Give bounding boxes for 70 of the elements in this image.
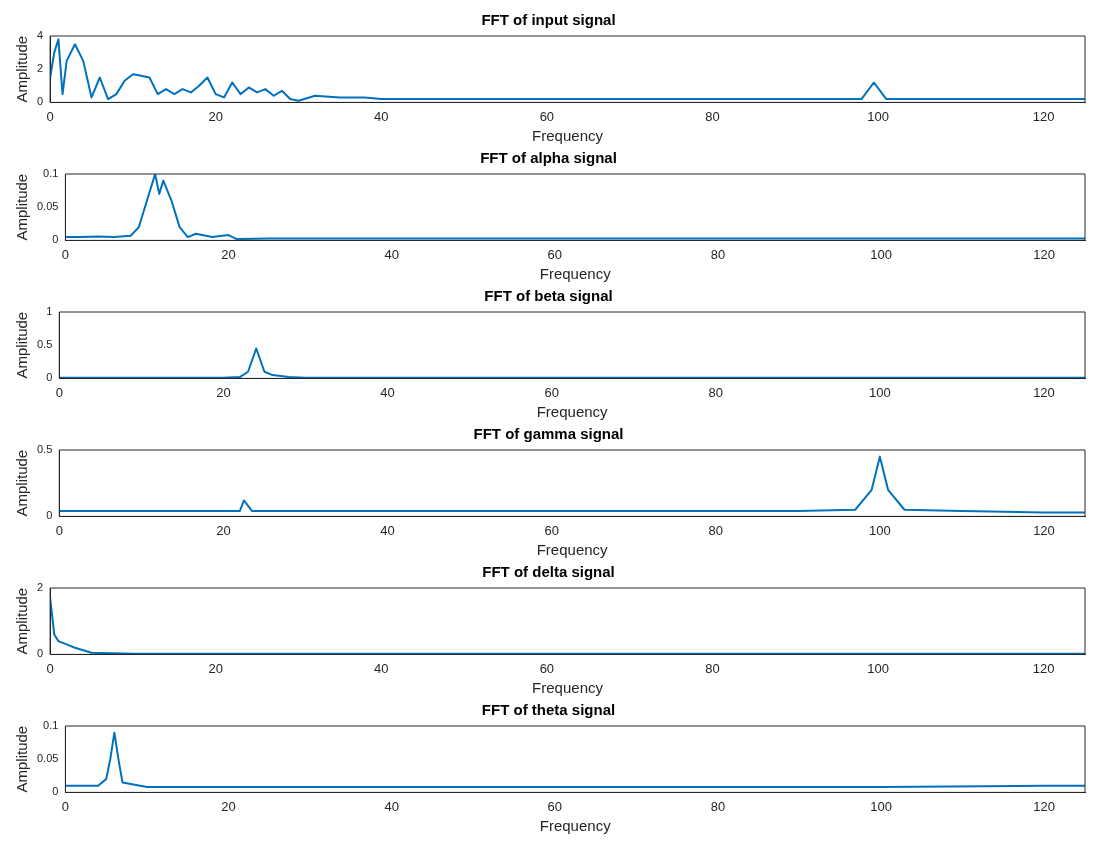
x-tick-label: 40	[374, 108, 389, 124]
y-axis-title: Amplitude	[13, 725, 31, 793]
x-tick-label: 80	[708, 384, 723, 400]
chart-title: FFT of delta signal	[482, 563, 615, 581]
x-tick-label: 20	[216, 384, 231, 400]
x-tick-label: 20	[216, 522, 231, 538]
x-tick-label: 100	[870, 246, 892, 262]
x-tick-label: 100	[870, 798, 892, 814]
y-tick-label: 0.1	[43, 167, 59, 180]
x-tick-label: 40	[380, 384, 395, 400]
x-axis-title: Frequency	[539, 817, 612, 835]
x-tick-label: 80	[708, 522, 723, 538]
x-tick-label: 120	[1033, 384, 1055, 400]
y-tick-label: 4	[36, 29, 44, 42]
x-tick-label: 40	[380, 522, 395, 538]
y-tick-label: 0.05	[36, 200, 59, 213]
chart-title: FFT of input signal	[481, 11, 616, 29]
y-tick-label: 0.5	[36, 443, 53, 456]
chart-title: FFT of gamma signal	[473, 425, 624, 443]
x-tick-label: 100	[869, 384, 891, 400]
x-axis-title: Frequency	[536, 403, 609, 421]
x-tick-label: 60	[544, 522, 559, 538]
x-axis-title: Frequency	[532, 127, 604, 145]
x-tick-label: 80	[710, 246, 726, 262]
y-tick-label: 2	[36, 62, 44, 75]
y-tick-label: 0.5	[36, 338, 53, 351]
y-tick-label: 0	[52, 233, 59, 246]
x-tick-label: 20	[208, 660, 223, 676]
y-axis-title: Amplitude	[13, 35, 31, 103]
x-tick-label: 20	[208, 108, 223, 124]
x-axis-title: Frequency	[539, 265, 612, 283]
chart-title: FFT of alpha signal	[480, 149, 617, 167]
x-tick-label: 60	[539, 108, 555, 124]
y-tick-label: 0.1	[43, 719, 59, 732]
y-tick-label: 0	[52, 785, 59, 798]
x-axis-title: Frequency	[536, 541, 609, 559]
x-tick-label: 120	[1033, 522, 1055, 538]
x-tick-label: 40	[384, 246, 399, 262]
y-axis-title: Amplitude	[13, 311, 31, 379]
x-tick-label: 80	[705, 108, 720, 124]
x-tick-label: 120	[1033, 798, 1056, 814]
x-tick-label: 20	[221, 246, 236, 262]
x-axis-title: Frequency	[532, 679, 604, 697]
y-tick-label: 0	[36, 95, 44, 108]
y-axis-title: Amplitude	[13, 173, 31, 241]
x-tick-label: 60	[539, 660, 555, 676]
chart-title: FFT of beta signal	[484, 287, 613, 305]
y-tick-label: 2	[36, 581, 44, 594]
x-tick-label: 100	[867, 660, 889, 676]
x-tick-label: 100	[869, 522, 891, 538]
chart-title: FFT of theta signal	[481, 701, 616, 719]
y-tick-label: 0	[46, 371, 53, 384]
y-tick-label: 0.05	[36, 752, 59, 765]
x-tick-label: 80	[705, 660, 720, 676]
x-tick-label: 60	[547, 798, 563, 814]
y-tick-label: 0	[36, 647, 44, 660]
x-tick-label: 120	[1032, 108, 1055, 124]
x-tick-label: 60	[547, 246, 563, 262]
x-tick-label: 80	[710, 798, 726, 814]
x-tick-label: 40	[374, 660, 389, 676]
y-tick-label: 0	[46, 509, 53, 522]
x-tick-label: 40	[384, 798, 399, 814]
x-tick-label: 60	[544, 384, 559, 400]
y-axis-title: Amplitude	[13, 587, 31, 655]
x-tick-label: 120	[1032, 660, 1055, 676]
x-tick-label: 20	[221, 798, 236, 814]
y-tick-label: 1	[46, 305, 53, 318]
x-tick-label: 100	[867, 108, 889, 124]
x-tick-label: 120	[1033, 246, 1056, 262]
y-axis-title: Amplitude	[13, 449, 31, 517]
